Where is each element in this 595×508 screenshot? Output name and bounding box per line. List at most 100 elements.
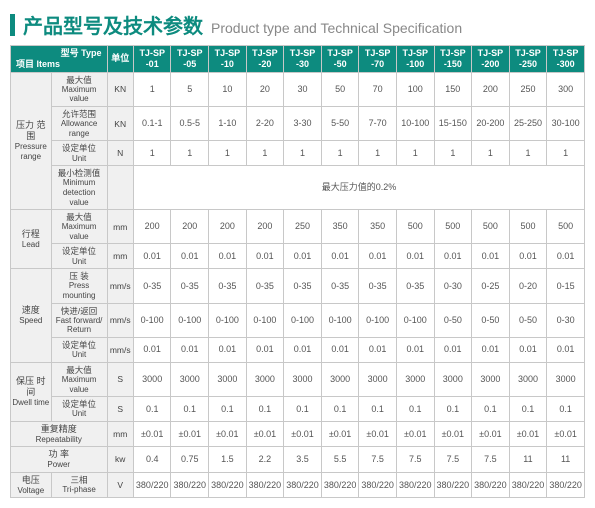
cell-value: 1 — [133, 141, 171, 166]
cell-value: 11 — [547, 447, 585, 472]
cell-value: 3000 — [321, 362, 359, 396]
row-label: 功 率Power — [11, 447, 108, 472]
cell-value: 3.5 — [284, 447, 322, 472]
spec-table: 型号 Type项目 Items单位TJ-SP-01TJ-SP-05TJ-SP-1… — [10, 45, 585, 498]
cell-value: ±0.01 — [434, 421, 472, 446]
cell-value: 3000 — [434, 362, 472, 396]
cell-value: 0.01 — [359, 244, 397, 269]
cell-value: 0.01 — [434, 338, 472, 363]
cell-value: 200 — [246, 210, 284, 244]
cell-value: 0.01 — [434, 244, 472, 269]
cell-value: 380/220 — [472, 472, 510, 497]
cell-value: 5.5 — [321, 447, 359, 472]
cell-value: 0.1 — [171, 397, 209, 422]
cell-value: 500 — [547, 210, 585, 244]
cell-value: 0-35 — [396, 269, 434, 303]
cell-value: 100 — [396, 72, 434, 106]
page-title: 产品型号及技术参数 Product type and Technical Spe… — [10, 10, 585, 39]
cell-value: 0.01 — [209, 338, 247, 363]
cell-value: 2-20 — [246, 106, 284, 140]
row-sublabel: 三相Tri-phase — [51, 472, 107, 497]
cell-value: 0.01 — [396, 338, 434, 363]
cell-value: 20-200 — [472, 106, 510, 140]
row-span-value: 最大压力值的0.2% — [133, 166, 584, 210]
cell-value: 200 — [472, 72, 510, 106]
cell-value: 1 — [547, 141, 585, 166]
row-sublabel: 快进/返回Fast forward/ Return — [51, 303, 107, 337]
cell-value: 1 — [321, 141, 359, 166]
group-label: 电压Voltage — [11, 472, 52, 497]
row-unit: mm — [107, 421, 133, 446]
row-unit: KN — [107, 106, 133, 140]
cell-value: 0.01 — [547, 338, 585, 363]
cell-value: 500 — [396, 210, 434, 244]
cell-value: 0.1 — [246, 397, 284, 422]
cell-value: 0-35 — [171, 269, 209, 303]
cell-value: 1 — [209, 141, 247, 166]
cell-value: 0.01 — [509, 338, 547, 363]
table-row: 保压 时间Dwell time最大值Maximum valueS30003000… — [11, 362, 585, 396]
header-type-items: 型号 Type项目 Items — [11, 46, 108, 73]
cell-value: 350 — [359, 210, 397, 244]
cell-value: 0-100 — [171, 303, 209, 337]
cell-value: 0-30 — [434, 269, 472, 303]
cell-value: 1-10 — [209, 106, 247, 140]
cell-value: 0.1 — [472, 397, 510, 422]
header-model: TJ-SP-01 — [133, 46, 171, 73]
header-model: TJ-SP-250 — [509, 46, 547, 73]
cell-value: 0.1 — [133, 397, 171, 422]
cell-value: ±0.01 — [472, 421, 510, 446]
cell-value: 7.5 — [434, 447, 472, 472]
cell-value: 380/220 — [396, 472, 434, 497]
cell-value: ±0.01 — [133, 421, 171, 446]
title-en: Product type and Technical Specification — [211, 20, 462, 36]
cell-value: 3000 — [547, 362, 585, 396]
cell-value: 7.5 — [359, 447, 397, 472]
cell-value: 0.01 — [171, 244, 209, 269]
cell-value: 2.2 — [246, 447, 284, 472]
table-body: 压力 范围Pressure range最大值Maximum valueKN151… — [11, 72, 585, 498]
title-accent-bar — [10, 14, 15, 36]
row-unit: S — [107, 397, 133, 422]
cell-value: 3000 — [246, 362, 284, 396]
cell-value: 7.5 — [396, 447, 434, 472]
cell-value: 20 — [246, 72, 284, 106]
title-cn: 产品型号及技术参数 — [23, 10, 203, 39]
row-unit: N — [107, 141, 133, 166]
cell-value: 0-15 — [547, 269, 585, 303]
cell-value: 5 — [171, 72, 209, 106]
cell-value: 0.1 — [321, 397, 359, 422]
cell-value: 50 — [321, 72, 359, 106]
cell-value: 0.1 — [359, 397, 397, 422]
cell-value: 0-30 — [547, 303, 585, 337]
cell-value: 3000 — [472, 362, 510, 396]
cell-value: 0-100 — [209, 303, 247, 337]
cell-value: 200 — [209, 210, 247, 244]
cell-value: ±0.01 — [171, 421, 209, 446]
cell-value: 1 — [359, 141, 397, 166]
row-unit: kw — [107, 447, 133, 472]
cell-value: 300 — [547, 72, 585, 106]
row-sublabel: 设定单位Unit — [51, 244, 107, 269]
cell-value: ±0.01 — [321, 421, 359, 446]
table-row: 快进/返回Fast forward/ Returnmm/s0-1000-1000… — [11, 303, 585, 337]
cell-value: 0.01 — [246, 244, 284, 269]
row-unit: V — [107, 472, 133, 497]
group-label: 行程Lead — [11, 210, 52, 269]
cell-value: 500 — [509, 210, 547, 244]
table-row: 设定单位UnitN111111111111 — [11, 141, 585, 166]
cell-value: 25-250 — [509, 106, 547, 140]
cell-value: 0.01 — [321, 244, 359, 269]
cell-value: ±0.01 — [359, 421, 397, 446]
cell-value: 0.75 — [171, 447, 209, 472]
cell-value: 380/220 — [547, 472, 585, 497]
cell-value: 1 — [396, 141, 434, 166]
cell-value: 30 — [284, 72, 322, 106]
cell-value: 1 — [284, 141, 322, 166]
cell-value: 0.1 — [509, 397, 547, 422]
row-unit: mm/s — [107, 269, 133, 303]
cell-value: 0.01 — [509, 244, 547, 269]
table-row: 电压Voltage三相Tri-phaseV 380/220 380/220 380/2… — [11, 472, 585, 497]
table-row: 速度Speed压 装Press mountingmm/s0-350-350-35… — [11, 269, 585, 303]
table-row: 功 率Powerkw0.40.751.52.23.55.57.57.57.57.… — [11, 447, 585, 472]
